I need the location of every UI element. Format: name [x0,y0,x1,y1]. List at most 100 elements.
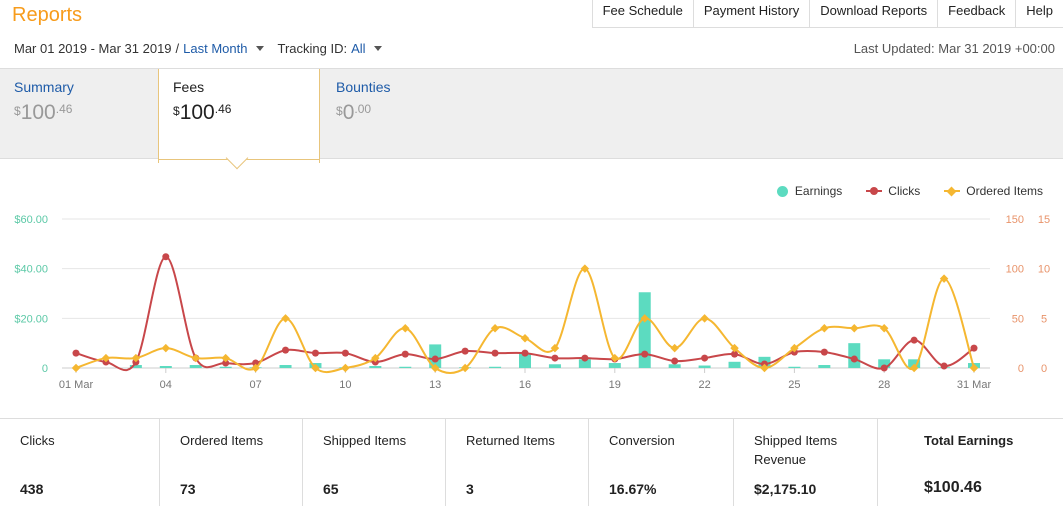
tab-fees-label: Fees [173,79,205,95]
tracking-id-label: Tracking ID: [277,41,348,56]
x-axis-tick-label: 28 [878,379,890,391]
right-axis-clicks-tick-label: 50 [1012,313,1024,325]
left-axis-tick-label: $20.00 [14,313,48,325]
legend-ordered-items[interactable]: Ordered Items [944,184,1043,198]
clicks-point [581,354,589,362]
earnings-bar [159,366,172,368]
stat-shipped-revenue: Shipped Items Revenue $2,175.10 [734,419,878,506]
right-axis-ordered-tick-label: 15 [1038,214,1050,226]
tab-bounties[interactable]: Bounties $ 0 .00 [322,69,482,160]
tracking-id-filter: Tracking ID: All [278,41,382,56]
stat-label: Ordered Items [180,433,264,448]
ordered-items-point [401,324,410,333]
date-range-text: Mar 01 2019 - Mar 31 2019 [14,41,172,56]
stat-label: Conversion [609,433,675,448]
ordered-items-line [75,267,975,374]
tab-summary[interactable]: Summary $ 100 .46 [0,69,158,160]
earnings-bar [189,365,202,368]
clicks-point [940,362,948,370]
right-axis-clicks-tick-label: 100 [1006,264,1024,276]
amount-cents: .46 [55,102,73,116]
amount-whole: 100 [179,101,215,124]
x-axis-tick-label: 22 [698,379,710,391]
active-tab-bottom-border [245,159,320,160]
earnings-bar [728,361,741,368]
ordered-items-point [820,324,829,333]
stat-label: Clicks [20,433,55,448]
left-axis-tick-label: 0 [42,363,48,375]
clicks-point [222,359,230,367]
tracking-chevron-down-icon[interactable] [373,46,382,51]
earnings-bar [519,353,531,368]
ordered-items-point [760,363,769,373]
clicks-point [311,349,319,357]
x-axis-tick-label: 19 [609,379,621,391]
clicks-point [850,355,858,363]
tab-fees-amount: $ 100 .46 [173,101,305,125]
tab-fees[interactable]: Fees $ 100 .46 [158,69,320,163]
clicks-point [521,349,529,357]
x-axis-tick-label: 13 [429,379,441,391]
help-button[interactable]: Help [1015,0,1063,28]
legend-earnings[interactable]: Earnings [776,184,843,198]
clicks-point [671,357,679,365]
earnings-chart: $60.00 150 15$40.00 100 10$20.00 50 50 0 001 Mar… [14,214,1050,391]
clicks-point [282,346,290,354]
right-axis-ordered-tick-label: 10 [1038,264,1050,276]
clicks-point [731,350,739,358]
tab-bounties-label: Bounties [336,79,391,95]
legend-clicks-label: Clicks [888,184,921,198]
currency-symbol: $ [173,104,180,118]
tab-bounties-amount: $ 0 .00 [336,101,468,125]
tracking-id-dropdown[interactable]: All [351,41,366,56]
stat-value: $2,175.10 [754,481,817,497]
period-dropdown[interactable]: Last Month [183,41,248,56]
earnings-bar [878,359,891,368]
fee-schedule-button[interactable]: Fee Schedule [591,0,693,28]
clicks-point [910,336,918,344]
ordered-items-point [850,324,859,333]
earnings-dot-icon [776,185,788,197]
payment-history-button[interactable]: Payment History [692,0,810,28]
earnings-bar [578,359,591,368]
earnings-bar [489,366,502,368]
right-axis-ordered-tick-label: 5 [1041,313,1047,325]
legend-ordered-items-label: Ordered Items [966,184,1043,198]
legend-clicks[interactable]: Clicks [866,184,920,198]
earnings-bar [399,366,412,368]
clicks-point [820,348,828,356]
ordered-items-point [730,343,739,353]
right-axis-clicks-tick-label: 0 [1018,363,1024,375]
download-reports-button[interactable]: Download Reports [809,0,938,28]
tab-summary-label: Summary [14,79,74,95]
x-axis-tick-label: 07 [249,379,261,391]
stat-value: 3 [466,481,474,497]
earnings-bar [788,366,801,368]
stat-value: 16.67% [609,481,657,497]
ordered-items-point [191,353,200,363]
ordered-items-point [131,353,141,363]
earnings-bar [548,364,561,368]
clicks-point [72,349,80,357]
date-separator: / [175,41,180,56]
stat-clicks: Clicks 438 [0,419,160,506]
feedback-button[interactable]: Feedback [937,0,1016,28]
last-updated-text: Last Updated: Mar 31 2019 +00:00 [853,41,1055,56]
stat-conversion: Conversion 16.67% [589,419,734,506]
ordered-items-point [71,363,81,373]
earnings-bar [698,365,711,368]
ordered-items-point [460,363,470,373]
clicks-point [491,349,499,357]
legend-earnings-label: Earnings [794,184,843,198]
period-chevron-down-icon[interactable] [255,46,264,51]
x-axis-tick-label: 01 Mar [59,379,94,391]
clicks-point [401,350,409,358]
clicks-point [701,354,709,362]
ordered-items-point [371,353,380,363]
ordered-items-point [909,363,919,373]
earnings-bar [908,359,921,368]
amount-cents: .00 [354,102,372,116]
amount-whole: 100 [20,101,56,124]
filter-bar: Mar 01 2019 - Mar 31 2019 / Last Month T… [14,41,382,56]
left-axis-tick-label: $40.00 [14,264,48,276]
